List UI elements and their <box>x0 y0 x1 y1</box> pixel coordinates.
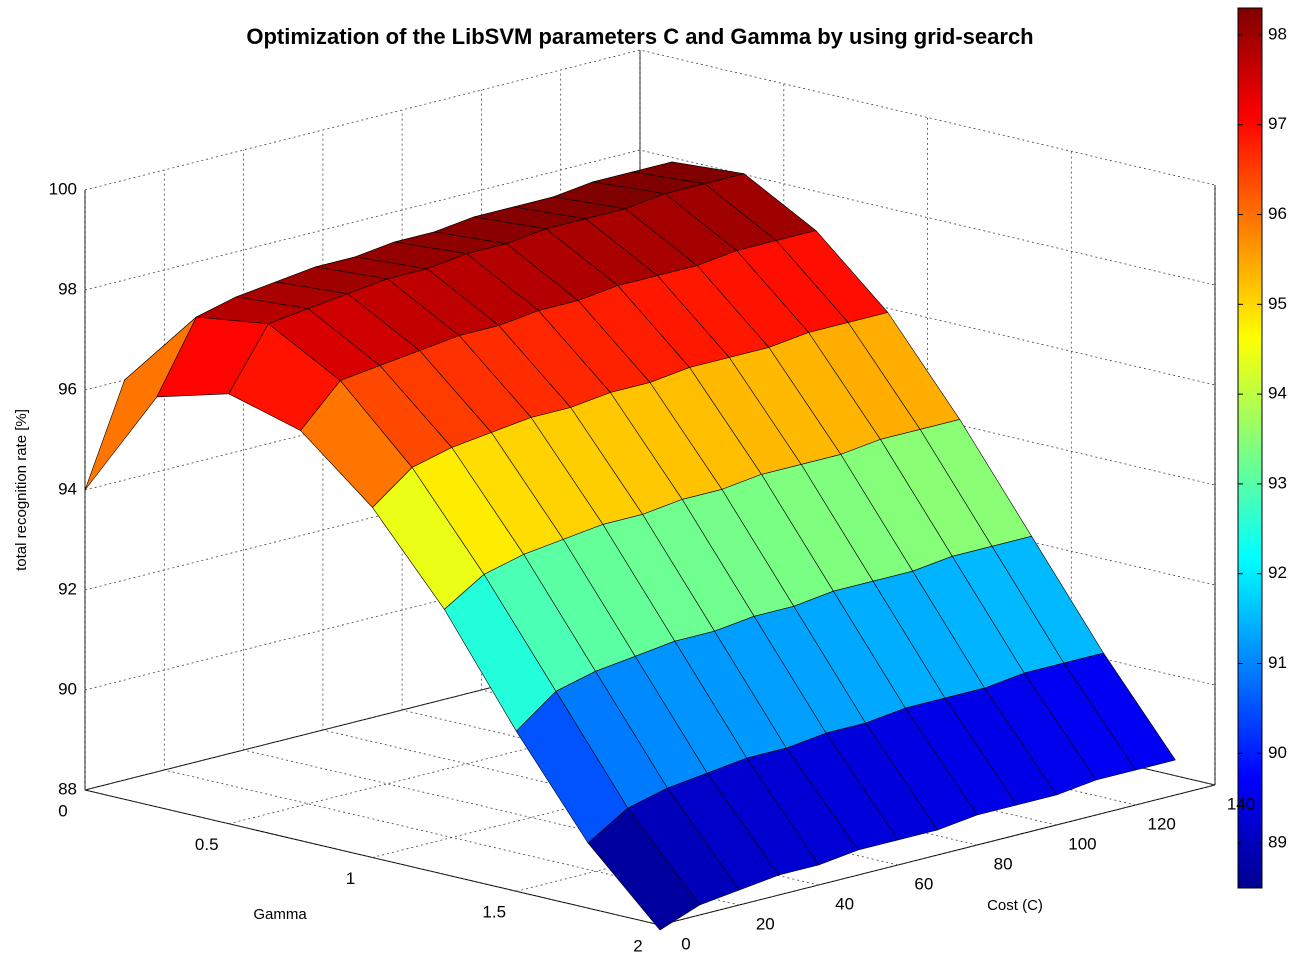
y-tick-label: 120 <box>1148 814 1176 833</box>
colorbar-tick-label: 95 <box>1268 294 1287 313</box>
x-tick-label: 0.5 <box>195 835 219 854</box>
z-tick-label: 92 <box>58 579 77 598</box>
z-tick-label: 98 <box>58 279 77 298</box>
colorbar-tick-label: 89 <box>1268 833 1287 852</box>
x-tick-label: 0 <box>58 801 67 820</box>
z-tick-label: 94 <box>58 479 77 498</box>
y-tick-label: 20 <box>756 914 775 933</box>
surface-patch <box>587 807 700 931</box>
colorbar-tick-label: 93 <box>1268 473 1287 492</box>
colorbar-tick-label: 90 <box>1268 743 1287 762</box>
grid-line <box>84 149 1216 291</box>
x-tick-label: 1.5 <box>482 903 506 922</box>
surface-patch <box>84 316 197 491</box>
grid-line <box>84 49 1216 191</box>
y-tick-label: 0 <box>681 934 690 953</box>
colorbar-tick-label: 94 <box>1268 384 1287 403</box>
y-tick-label: 40 <box>835 894 854 913</box>
grid-line <box>84 349 1216 491</box>
z-tick-label: 90 <box>58 679 77 698</box>
y-tick-label: 140 <box>1227 794 1255 813</box>
z-tick-label: 100 <box>49 179 77 198</box>
colorbar-tick-label: 92 <box>1268 563 1287 582</box>
grid-line <box>659 185 1216 926</box>
y-tick-label: 80 <box>994 854 1013 873</box>
y-axis-title: Cost (C) <box>987 897 1043 914</box>
grid-line <box>372 117 928 858</box>
grid-line <box>228 83 785 825</box>
z-axis-title: total recognition rate [%] <box>13 409 30 571</box>
z-tick-label: 96 <box>58 379 77 398</box>
grid-line <box>84 190 661 926</box>
y-tick-label: 100 <box>1068 834 1096 853</box>
colorbar-tick-label: 97 <box>1268 114 1287 133</box>
x-tick-label: 2 <box>633 936 642 955</box>
y-tick-label: 60 <box>914 874 933 893</box>
z-tick-label: 88 <box>58 779 77 798</box>
x-tick-label: 1 <box>346 869 355 888</box>
x-axis-title: Gamma <box>253 906 307 923</box>
grid-line <box>84 50 641 791</box>
colorbar-tick-label: 96 <box>1268 204 1287 223</box>
colorbar <box>1237 7 1263 889</box>
colorbar-tick-label: 91 <box>1268 653 1287 672</box>
colorbar-tick-label: 98 <box>1268 24 1287 43</box>
chart-title: Optimization of the LibSVM parameters C … <box>246 24 1033 49</box>
